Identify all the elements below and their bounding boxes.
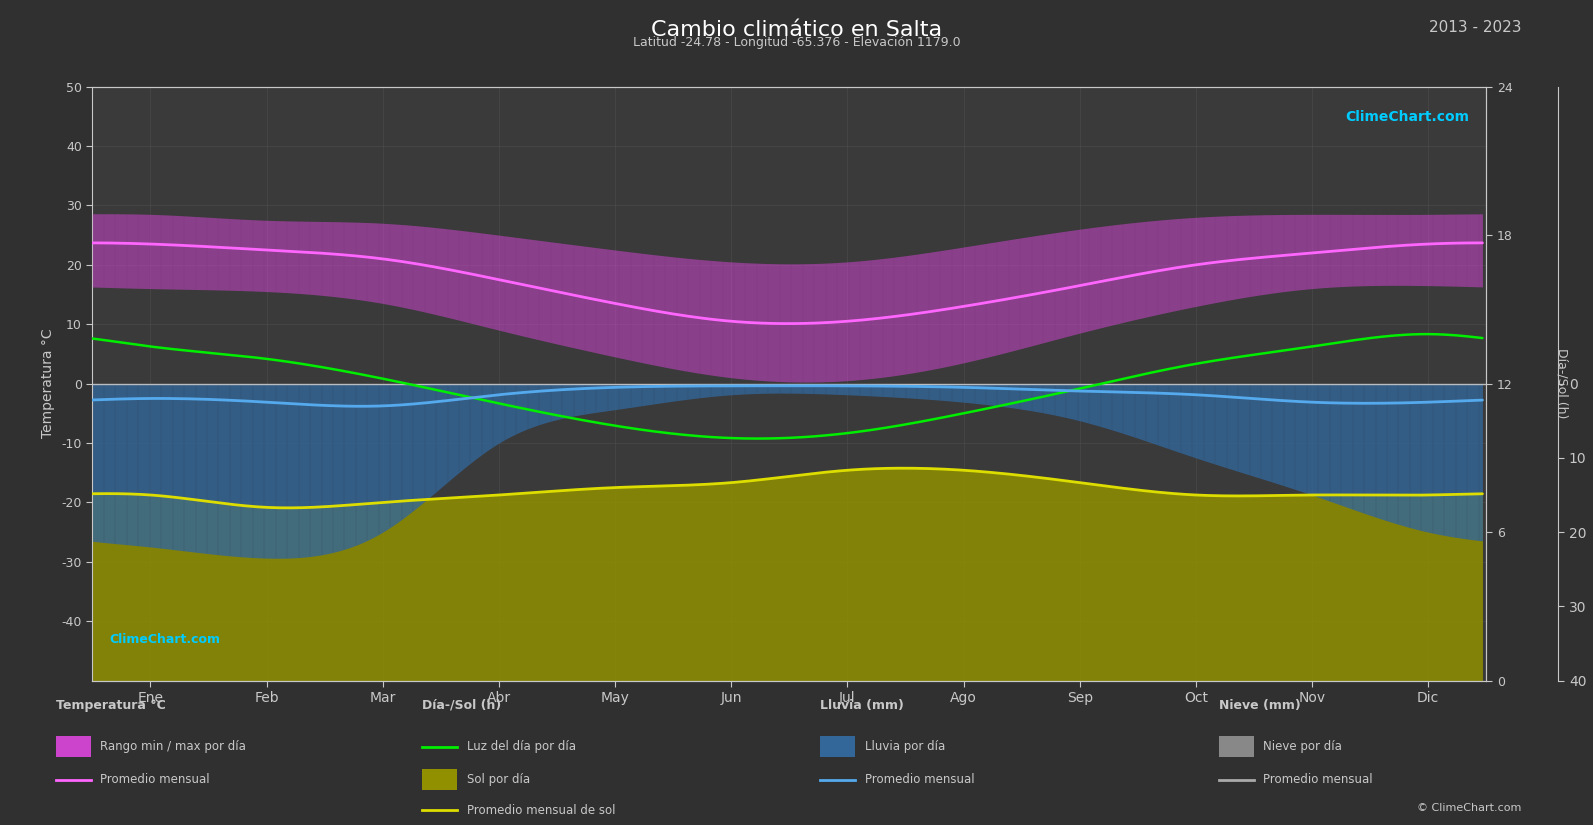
Text: Día-/Sol (h): Día-/Sol (h)	[422, 699, 502, 712]
Text: Luz del día por día: Luz del día por día	[467, 740, 575, 753]
Text: Rango min / max por día: Rango min / max por día	[100, 740, 247, 753]
Text: Sol por día: Sol por día	[467, 773, 530, 786]
Text: Nieve (mm): Nieve (mm)	[1219, 699, 1300, 712]
Text: Temperatura °C: Temperatura °C	[56, 699, 166, 712]
Text: Latitud -24.78 - Longitud -65.376 - Elevación 1179.0: Latitud -24.78 - Longitud -65.376 - Elev…	[632, 36, 961, 50]
Text: ClimeChart.com: ClimeChart.com	[110, 633, 221, 646]
Text: © ClimeChart.com: © ClimeChart.com	[1416, 803, 1521, 813]
Text: Nieve por día: Nieve por día	[1263, 740, 1343, 753]
Text: Cambio climático en Salta: Cambio climático en Salta	[652, 20, 941, 40]
Text: 2013 - 2023: 2013 - 2023	[1429, 20, 1521, 35]
Text: Promedio mensual: Promedio mensual	[1263, 773, 1373, 786]
Text: Lluvia por día: Lluvia por día	[865, 740, 945, 753]
Text: Promedio mensual de sol: Promedio mensual de sol	[467, 804, 615, 817]
Text: Promedio mensual: Promedio mensual	[100, 773, 210, 786]
Text: ClimeChart.com: ClimeChart.com	[1344, 111, 1469, 125]
Y-axis label: Temperatura °C: Temperatura °C	[41, 329, 54, 438]
Text: Lluvia (mm): Lluvia (mm)	[820, 699, 905, 712]
Y-axis label: Día-/Sol (h): Día-/Sol (h)	[1555, 348, 1568, 419]
Text: Promedio mensual: Promedio mensual	[865, 773, 975, 786]
